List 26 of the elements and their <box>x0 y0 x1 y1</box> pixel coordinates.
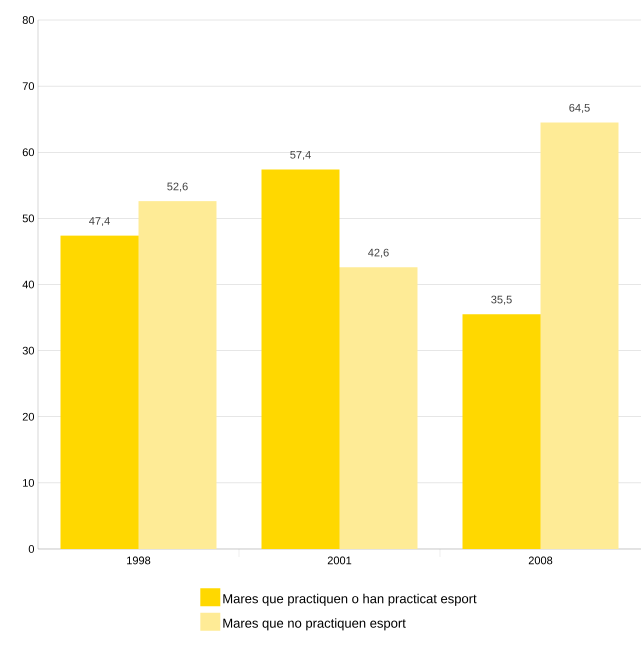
bar <box>340 267 418 549</box>
y-tick-label: 50 <box>22 214 34 222</box>
data-label: 47,4 <box>89 217 110 226</box>
data-label: 52,6 <box>167 182 188 192</box>
y-tick-label: 0 <box>28 545 34 553</box>
bar <box>462 314 540 549</box>
bar <box>138 201 216 549</box>
data-label: 64,5 <box>569 104 590 113</box>
y-tick-label: 40 <box>22 280 34 288</box>
y-tick-label: 80 <box>22 16 34 24</box>
y-tick-label: 20 <box>22 412 34 421</box>
y-tick-label: 60 <box>22 148 34 156</box>
y-tick-label: 10 <box>23 478 34 487</box>
x-tick-label: 1998 <box>127 556 150 564</box>
bar <box>262 169 340 549</box>
bar <box>60 236 138 549</box>
x-tick-label: 2001 <box>328 556 352 564</box>
data-label: 35,5 <box>491 296 512 305</box>
legend-label: Mares que practiquen o han practicat esport <box>223 594 477 606</box>
data-label: 57,4 <box>290 150 311 160</box>
x-tick-label: 2008 <box>528 556 552 564</box>
data-label: 42,6 <box>368 248 389 258</box>
y-tick-label: 70 <box>22 82 34 90</box>
y-tick-label: 30 <box>22 346 34 355</box>
legend-label: Mares que no practiquen esport <box>223 618 406 630</box>
bar <box>540 122 618 549</box>
